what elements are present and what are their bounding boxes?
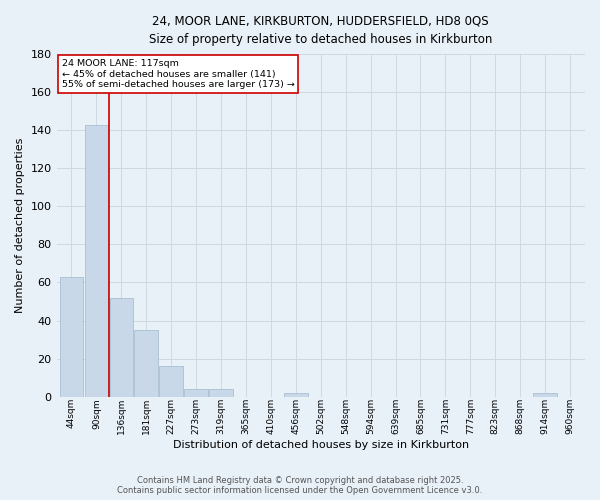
Title: 24, MOOR LANE, KIRKBURTON, HUDDERSFIELD, HD8 0QS
Size of property relative to de: 24, MOOR LANE, KIRKBURTON, HUDDERSFIELD,… [149, 15, 493, 46]
Bar [134, 330, 158, 396]
Bar [184, 389, 208, 396]
Bar [110, 298, 133, 396]
Bar [85, 124, 108, 396]
Bar [209, 389, 233, 396]
Text: Contains HM Land Registry data © Crown copyright and database right 2025.
Contai: Contains HM Land Registry data © Crown c… [118, 476, 482, 495]
Text: 24 MOOR LANE: 117sqm
← 45% of detached houses are smaller (141)
55% of semi-deta: 24 MOOR LANE: 117sqm ← 45% of detached h… [62, 59, 295, 89]
Bar [284, 393, 308, 396]
Bar [160, 366, 183, 396]
Y-axis label: Number of detached properties: Number of detached properties [15, 138, 25, 313]
Bar [59, 277, 83, 396]
X-axis label: Distribution of detached houses by size in Kirkburton: Distribution of detached houses by size … [173, 440, 469, 450]
Bar [533, 393, 557, 396]
